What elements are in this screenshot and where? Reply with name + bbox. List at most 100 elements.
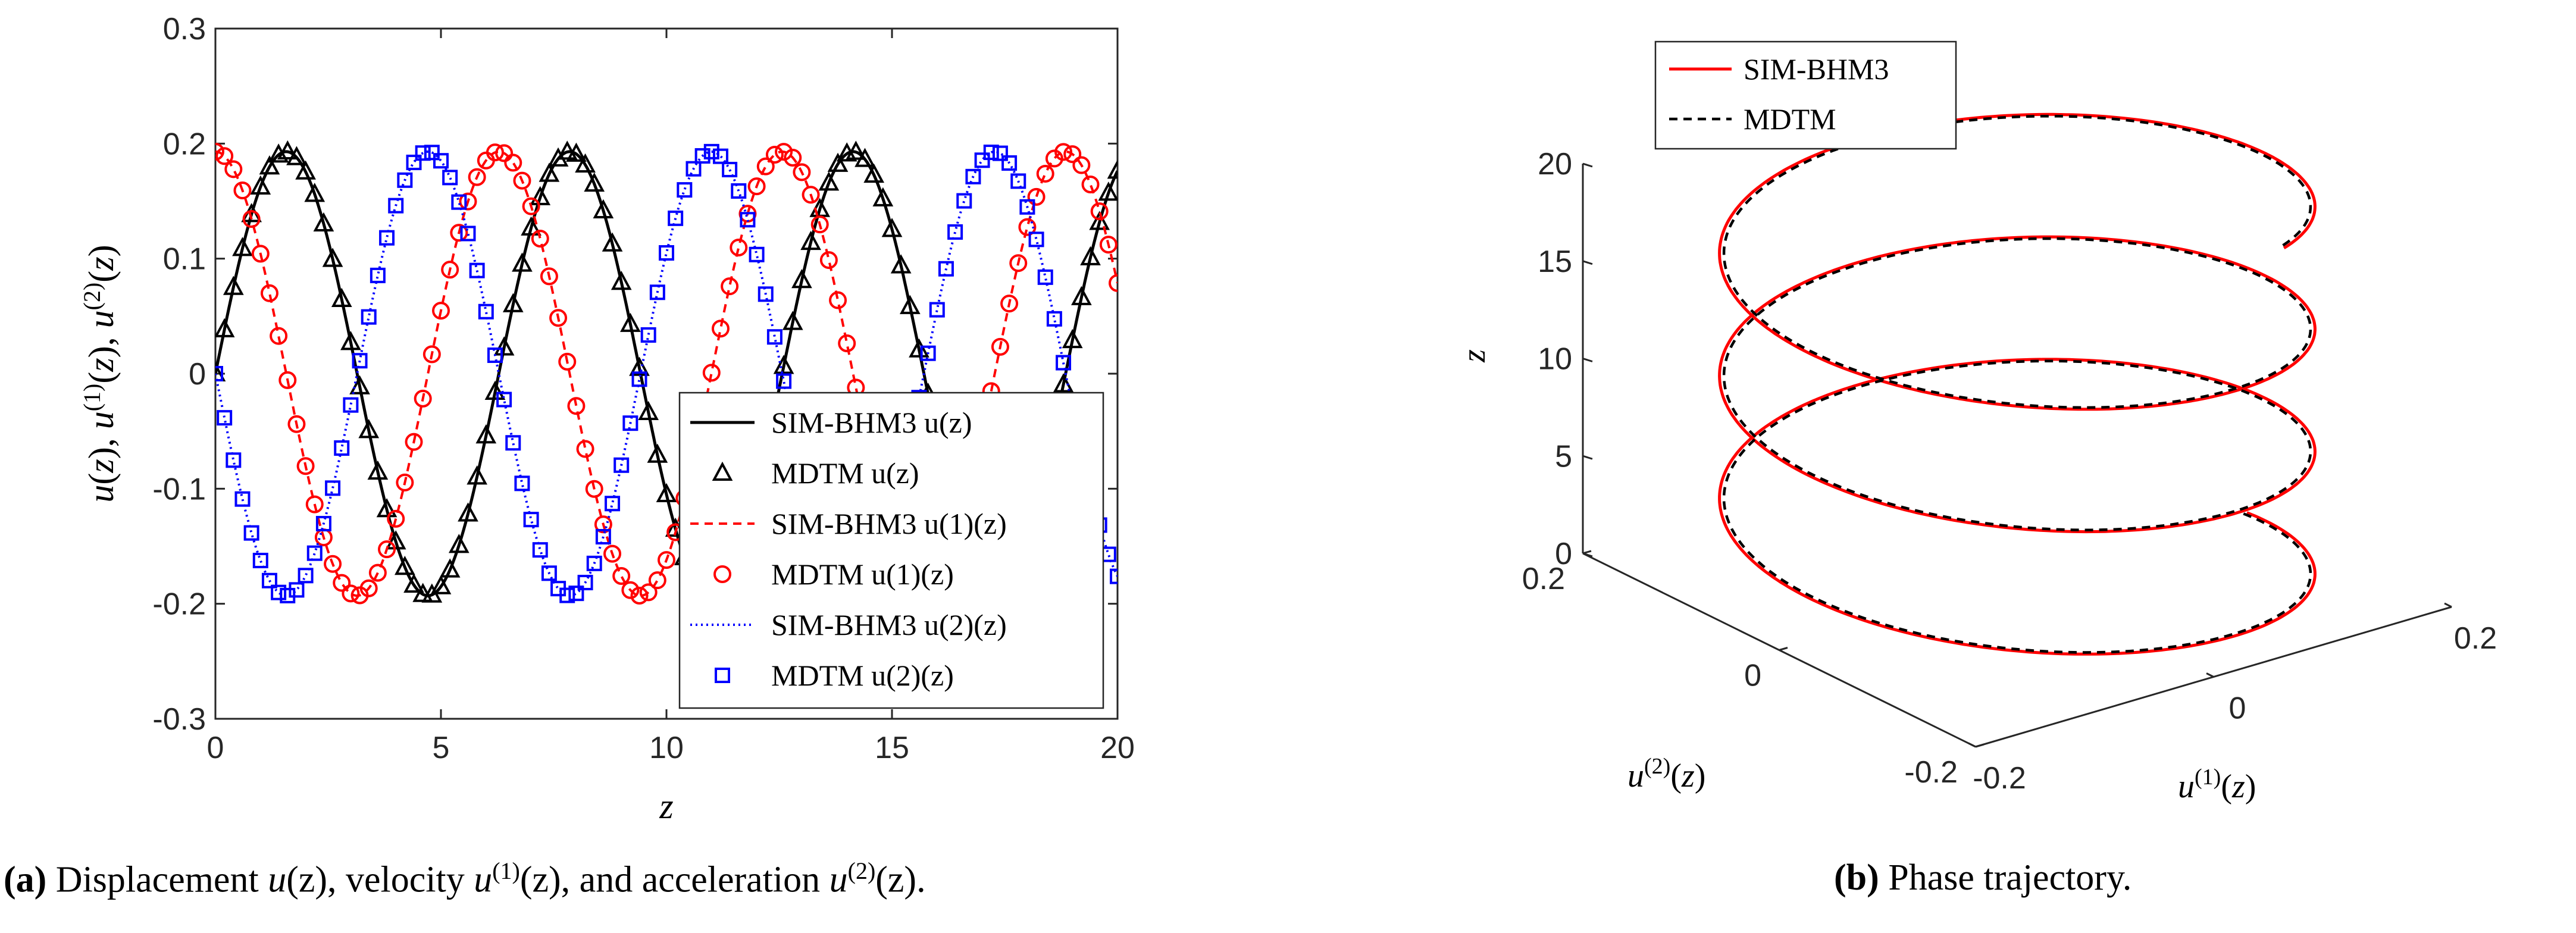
marker-square — [595, 529, 611, 545]
marker-square — [1110, 568, 1118, 584]
marker-square — [1037, 269, 1053, 285]
marker-triangle — [395, 555, 415, 575]
marker-triangle — [773, 355, 794, 374]
marker-circle — [603, 544, 622, 563]
marker-circle — [630, 587, 649, 605]
marker-square — [252, 552, 268, 568]
marker-square — [731, 183, 747, 199]
marker-square — [631, 371, 647, 387]
caption-a-text-1: Displacement — [55, 859, 259, 900]
marker-triangle — [250, 175, 271, 195]
panel-a-legend-box — [678, 392, 1104, 709]
marker-circle — [495, 144, 514, 162]
marker-triangle — [611, 271, 632, 290]
marker-triangle — [656, 483, 677, 502]
marker-square — [361, 309, 377, 325]
marker-circle — [1109, 274, 1118, 292]
marker-square — [460, 226, 476, 242]
panel-b-ytick-label: 0.2 — [1522, 562, 1565, 596]
marker-triangle — [782, 311, 803, 330]
marker-circle — [576, 440, 594, 458]
panel-a-ytick-label: 0.1 — [163, 242, 206, 277]
series-markers-mdtm-u-1-z- — [215, 142, 1118, 605]
marker-circle — [278, 371, 297, 389]
marker-square — [649, 284, 665, 300]
marker-circle — [775, 143, 793, 161]
marker-circle — [324, 555, 342, 573]
marker-square — [451, 194, 467, 210]
marker-square — [388, 198, 404, 214]
marker-triangle — [593, 199, 614, 218]
caption-b-text: Phase trajectory. — [1888, 857, 2132, 898]
marker-triangle — [530, 186, 551, 205]
legend-marker-mdtm-u-2-z- — [715, 668, 730, 683]
marker-circle — [639, 583, 658, 602]
caption-a: (a) Displacement u(z), velocity u(1)(z),… — [4, 857, 926, 901]
marker-square — [496, 392, 512, 408]
marker-circle — [567, 397, 586, 415]
panel-b-xtick-label: -0.2 — [1973, 761, 2026, 796]
caption-b: (b) Phase trajectory. — [1834, 857, 2131, 899]
marker-triangle — [863, 163, 885, 183]
legend-label-mdtm-u-2-z-: MDTM u(2)(z) — [771, 659, 954, 692]
marker-triangle — [331, 287, 352, 308]
panel-b-axes — [1582, 164, 2452, 748]
marker-square — [974, 152, 990, 168]
caption-a-math-u: u — [268, 859, 287, 900]
marker-triangle — [367, 460, 389, 480]
marker-square — [487, 347, 503, 363]
marker-circle — [270, 327, 288, 345]
marker-triangle — [1053, 373, 1074, 393]
marker-circle — [432, 302, 450, 320]
legend-label-mdtm: MDTM — [1744, 102, 1836, 136]
panel-b-ztick — [1582, 260, 1593, 265]
marker-circle — [793, 163, 811, 181]
panel-b-legend: SIM-BHM3 MDTM — [1654, 40, 1957, 150]
marker-triangle — [232, 237, 253, 256]
panel-b-zlabel: z — [1456, 349, 1492, 363]
marker-square — [686, 161, 702, 177]
marker-square — [478, 303, 494, 320]
panel-b-ytick-label: -0.2 — [1904, 755, 1958, 790]
marker-square — [694, 148, 710, 164]
marker-triangle — [430, 575, 452, 594]
marker-triangle — [1098, 181, 1118, 201]
marker-square — [352, 353, 368, 369]
trajectory-mdtm — [1722, 114, 2312, 654]
marker-circle — [486, 143, 504, 162]
marker-square — [397, 172, 413, 188]
marker-square — [343, 397, 359, 413]
marker-square — [668, 210, 684, 226]
marker-circle — [829, 291, 847, 309]
marker-square — [226, 452, 242, 468]
panel-a-ytick-label: -0.1 — [152, 472, 206, 506]
marker-square — [370, 267, 386, 283]
marker-square — [703, 143, 719, 159]
panel-b-xtick-label: 0.2 — [2454, 621, 2497, 656]
panel-a-legend: SIM-BHM3 u(z) MDTM u(z) SIM-BHM3 u(1)(z) MD… — [678, 392, 1104, 709]
marker-square — [1010, 173, 1026, 189]
marker-circle — [224, 160, 243, 179]
marker-circle — [721, 277, 739, 296]
marker-square — [659, 245, 674, 261]
marker-square — [271, 584, 287, 600]
marker-square — [722, 161, 738, 177]
panel-b-legend-box — [1654, 40, 1957, 150]
marker-triangle — [1107, 159, 1118, 179]
caption-a-math-u2: u — [829, 859, 848, 900]
marker-triangle — [620, 312, 641, 332]
marker-triangle — [602, 232, 623, 252]
marker-triangle — [800, 230, 821, 251]
marker-square — [514, 475, 530, 491]
marker-circle — [359, 579, 378, 597]
marker-circle — [422, 345, 441, 364]
marker-circle — [1000, 295, 1019, 313]
marker-square — [289, 582, 305, 598]
legend-label-sim-bhm3-u-2-z-: SIM-BHM3 u(2)(z) — [771, 608, 1007, 641]
panel-b-ztick-label: 5 — [1555, 439, 1572, 474]
marker-triangle — [403, 573, 424, 593]
marker-square — [586, 555, 602, 571]
marker-circle — [1054, 143, 1073, 161]
panel-b-ztick-label: 20 — [1538, 147, 1572, 181]
